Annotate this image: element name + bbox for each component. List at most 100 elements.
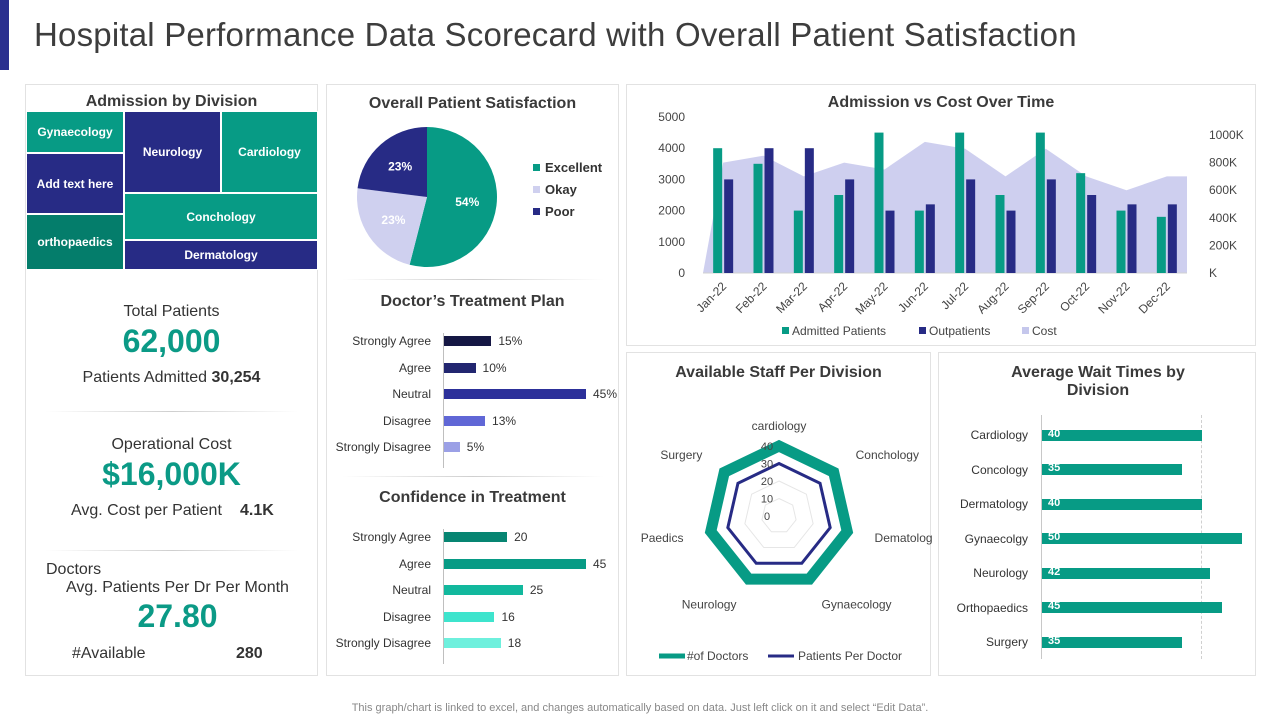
- staff-title: Available Staff Per Division: [675, 364, 882, 381]
- bar-category-label: Disagree: [382, 609, 431, 624]
- pie-slice-poor: [357, 127, 427, 197]
- outpatient-bar: [1167, 204, 1177, 273]
- available-value: 280: [236, 645, 263, 662]
- staff-radar-chart: 0 10 20 30 40 cardiology Conchology Dematology G…: [641, 419, 932, 663]
- avg-cost-label: Avg. Cost per Patient: [71, 502, 222, 519]
- radar-series-1: [726, 461, 832, 565]
- legend-label: Admitted Patients: [792, 324, 886, 338]
- bar-value-label: 45: [593, 556, 607, 571]
- legend-label: Cost: [1032, 324, 1057, 338]
- outpatient-bar: [925, 204, 935, 273]
- cost-area: [703, 141, 1187, 273]
- bar-value-label: 5%: [466, 440, 485, 454]
- bar-value-label: 40: [1048, 427, 1061, 440]
- axis-line: [443, 529, 444, 664]
- section-divider: [342, 476, 604, 477]
- patients-admitted-row: Patients Admitted 30,254: [26, 369, 317, 387]
- x-tick-label: Aug-22: [974, 279, 1011, 316]
- bar-category-label: Gynaecolgy: [964, 531, 1028, 546]
- patients-admitted-value: 30,254: [211, 369, 261, 386]
- radar-grid: [761, 497, 797, 533]
- bar-value-label: 10%: [482, 360, 507, 375]
- satisfaction-pie-chart: 54% 23% 23%: [357, 127, 497, 267]
- x-tick-label: Apr-22: [815, 279, 851, 315]
- bar-category-label: Cardiology: [970, 428, 1028, 442]
- legend-swatch: [782, 327, 789, 334]
- radar-category-label: Conchology: [856, 448, 919, 462]
- bar-value-label: 35: [1048, 462, 1061, 474]
- bar-category-label: Neurology: [973, 566, 1028, 580]
- staff-panel: Available Staff Per Division 0 10 20 30 40 ca…: [626, 352, 932, 676]
- y2-tick-label: K: [1209, 266, 1217, 280]
- outpatient-bar: [885, 210, 895, 273]
- y2-tick-label: 400K: [1209, 211, 1237, 225]
- operational-cost-label: Operational Cost: [111, 436, 232, 453]
- admitted-bar: [1156, 216, 1166, 273]
- pie-slice-excellent: [409, 127, 497, 267]
- kpi-divider: [46, 411, 298, 412]
- admission-cost-chart: 0 1000 2000 3000 4000 5000 K 200K 400K 600K 800K 10…: [658, 110, 1243, 338]
- bar-value-label: 16: [501, 609, 515, 624]
- outpatient-bar: [966, 179, 976, 273]
- pie-slice-okay: [357, 188, 427, 265]
- section-divider: [342, 279, 604, 280]
- bar: [444, 611, 495, 622]
- legend-label: Excellent: [545, 160, 603, 175]
- y2-tick-label: 800K: [1209, 156, 1237, 170]
- bar-category-label: Surgery: [985, 635, 1028, 649]
- legend-swatch: [919, 327, 926, 334]
- satisfaction-title: Overall Patient Satisfaction: [368, 95, 577, 112]
- bar-category-label: Concology: [971, 462, 1028, 477]
- patients-admitted-label: Patients Admitted: [82, 369, 208, 386]
- treemap-cell-neurology: Neurology: [124, 111, 221, 193]
- radar-tick-label: 0: [764, 511, 770, 523]
- bar: [444, 415, 486, 426]
- pie-label: 23%: [381, 213, 405, 227]
- avg-patients-label: Avg. Patients Per Dr Per Month: [66, 579, 289, 596]
- bar-value-label: 40: [1048, 496, 1061, 509]
- treemap-cell-cardiology: Cardiology: [221, 111, 318, 193]
- legend-label: Outpatients: [929, 324, 990, 338]
- bar: [444, 362, 476, 373]
- legend-swatch: [533, 164, 540, 171]
- treemap-cell-conchology: Conchology: [124, 193, 318, 240]
- admitted-bar: [874, 132, 884, 273]
- bar: [444, 585, 523, 595]
- bar-value-label: 45%: [593, 387, 618, 401]
- bar-category-label: Agree: [398, 556, 431, 571]
- legend-label: Patients Per Doctor: [798, 649, 902, 663]
- legend-item-excellent: Excellent: [533, 160, 602, 175]
- admitted-bar: [1116, 210, 1126, 273]
- division-kpi-panel: Admission by Division Gynaecology Add te…: [25, 84, 318, 676]
- x-tick-label: Oct-22: [1057, 279, 1093, 315]
- outpatient-bar: [845, 179, 855, 273]
- bar-value-label: 50: [1048, 531, 1061, 543]
- bar-value-label: 15%: [498, 334, 523, 348]
- bar: [444, 336, 492, 346]
- bar-category-label: Agree: [398, 360, 431, 375]
- radar-tick-label: 10: [761, 494, 773, 506]
- avg-cost-value: 4.1K: [240, 502, 274, 519]
- x-tick-label: Dec-22: [1136, 279, 1173, 316]
- total-patients-label: Total Patients: [123, 303, 220, 320]
- bar-value-label: 25: [529, 583, 544, 597]
- page-title: Hospital Performance Data Scorecard with…: [34, 16, 1077, 53]
- radar-category-label: Surgery: [660, 448, 702, 462]
- x-tick-label: May-22: [852, 279, 890, 317]
- total-patients-value: 62,000: [122, 323, 221, 359]
- legend-label: Okay: [545, 182, 577, 197]
- x-tick-label: Jan-22: [693, 279, 729, 315]
- y-tick-label: 4000: [658, 141, 685, 155]
- legend-swatch: [533, 208, 540, 215]
- axis-line: [1041, 415, 1042, 659]
- bar: [444, 532, 508, 542]
- admitted-bar: [1076, 173, 1086, 273]
- bar-value-label: 20: [514, 530, 528, 544]
- admission-cost-panel: Admission vs Cost Over Time 0 1000 2000 300…: [626, 84, 1256, 346]
- accent-bar: [0, 0, 9, 70]
- outpatient-bar: [1087, 195, 1097, 273]
- x-tick-label: Feb-22: [733, 279, 770, 316]
- axis-line: [443, 333, 444, 468]
- confidence-title: Confidence in Treatment: [379, 489, 566, 506]
- y2-tick-label: 600K: [1209, 183, 1237, 197]
